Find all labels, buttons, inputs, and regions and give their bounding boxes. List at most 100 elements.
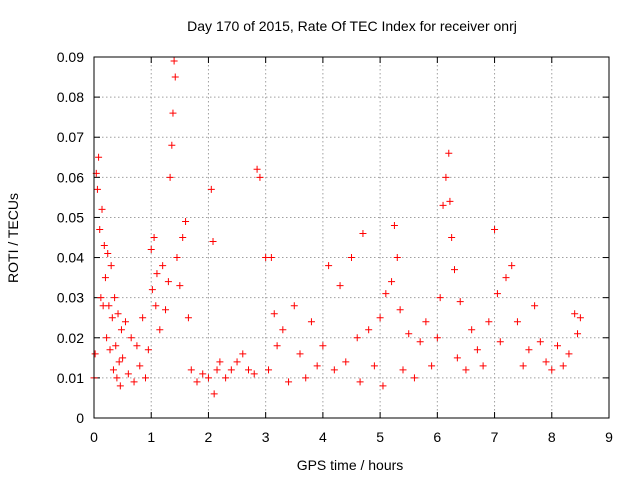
data-point <box>325 262 333 270</box>
data-point <box>91 350 99 358</box>
data-point <box>101 274 109 282</box>
data-point <box>485 318 493 326</box>
data-point <box>348 254 355 262</box>
data-point <box>216 358 224 366</box>
data-point <box>108 314 116 322</box>
data-point <box>496 338 504 346</box>
data-point <box>451 266 458 274</box>
data-point <box>106 346 114 354</box>
data-point <box>448 234 456 241</box>
data-point <box>433 334 441 342</box>
data-point <box>491 225 499 233</box>
data-point <box>179 234 187 241</box>
data-point <box>127 334 135 342</box>
data-point <box>152 302 160 310</box>
data-point <box>290 302 298 310</box>
plot-frame <box>93 56 610 419</box>
x-tick-label: 3 <box>262 429 270 445</box>
data-point <box>442 173 450 181</box>
x-tick-label: 9 <box>605 429 613 445</box>
data-point <box>173 254 181 262</box>
data-point <box>133 342 141 350</box>
data-point <box>502 274 510 282</box>
data-point <box>548 366 556 374</box>
data-point <box>209 238 217 246</box>
data-point <box>379 382 387 390</box>
data-point <box>319 342 327 350</box>
x-axis-label: GPS time / hours <box>297 457 404 473</box>
data-point <box>184 314 192 322</box>
data-point <box>107 262 115 270</box>
data-point <box>159 262 167 270</box>
data-point <box>96 225 104 233</box>
data-point <box>559 362 567 370</box>
data-point <box>462 366 470 374</box>
data-point <box>445 149 453 157</box>
data-point <box>144 346 152 354</box>
data-point <box>222 374 230 382</box>
data-point <box>150 234 158 241</box>
data-point <box>136 362 144 370</box>
data-point <box>296 350 304 358</box>
data-point <box>453 354 461 362</box>
data-point <box>199 370 207 378</box>
data-point <box>176 282 184 290</box>
data-point <box>479 362 487 370</box>
data-point <box>565 350 573 358</box>
data-point <box>117 326 125 334</box>
x-tick-label: 7 <box>491 429 499 445</box>
data-point <box>148 286 156 294</box>
data-point <box>193 378 201 386</box>
data-point <box>285 378 293 386</box>
data-point <box>456 298 464 306</box>
data-point <box>428 362 436 370</box>
data-point <box>313 362 321 370</box>
data-point <box>279 326 287 334</box>
y-tick-label: 0.04 <box>57 250 84 266</box>
data-point <box>114 310 122 318</box>
data-point <box>439 201 447 209</box>
data-point <box>115 358 123 366</box>
data-point <box>250 370 258 378</box>
data-point <box>109 366 117 374</box>
y-tick-label: 0.07 <box>57 129 84 145</box>
data-point <box>390 221 398 229</box>
y-axis-label: ROTI / TECUs <box>5 193 21 283</box>
x-tick-label: 2 <box>205 429 213 445</box>
data-point <box>210 390 218 398</box>
data-point <box>265 366 273 374</box>
data-point <box>182 217 190 225</box>
data-point <box>213 366 221 374</box>
data-point <box>574 330 582 338</box>
x-tick-label: 5 <box>376 429 384 445</box>
x-tick-label: 8 <box>548 429 556 445</box>
data-point <box>105 302 113 310</box>
x-tick-label: 1 <box>147 429 155 445</box>
data-point <box>97 294 105 302</box>
data-point <box>104 250 112 258</box>
y-tick-label: 0 <box>76 410 84 426</box>
data-point <box>113 374 121 382</box>
x-tick-label: 4 <box>319 429 327 445</box>
data-point <box>142 374 149 382</box>
y-tick-label: 0.01 <box>57 370 84 386</box>
data-point <box>393 254 401 262</box>
data-point <box>536 338 544 346</box>
data-point <box>399 366 407 374</box>
data-point <box>147 246 155 254</box>
data-point <box>130 378 138 386</box>
data-point <box>95 153 103 161</box>
data-point <box>171 73 179 81</box>
data-point <box>93 185 101 193</box>
data-point <box>542 358 550 366</box>
data-point <box>100 242 108 250</box>
data-point <box>365 326 373 334</box>
data-point <box>98 205 106 213</box>
data-point <box>245 366 252 374</box>
data-point <box>531 302 539 310</box>
y-tick-label: 0.05 <box>57 209 84 225</box>
y-tick-label: 0.02 <box>57 330 84 346</box>
data-point <box>359 229 367 237</box>
scatter-points <box>90 57 584 398</box>
